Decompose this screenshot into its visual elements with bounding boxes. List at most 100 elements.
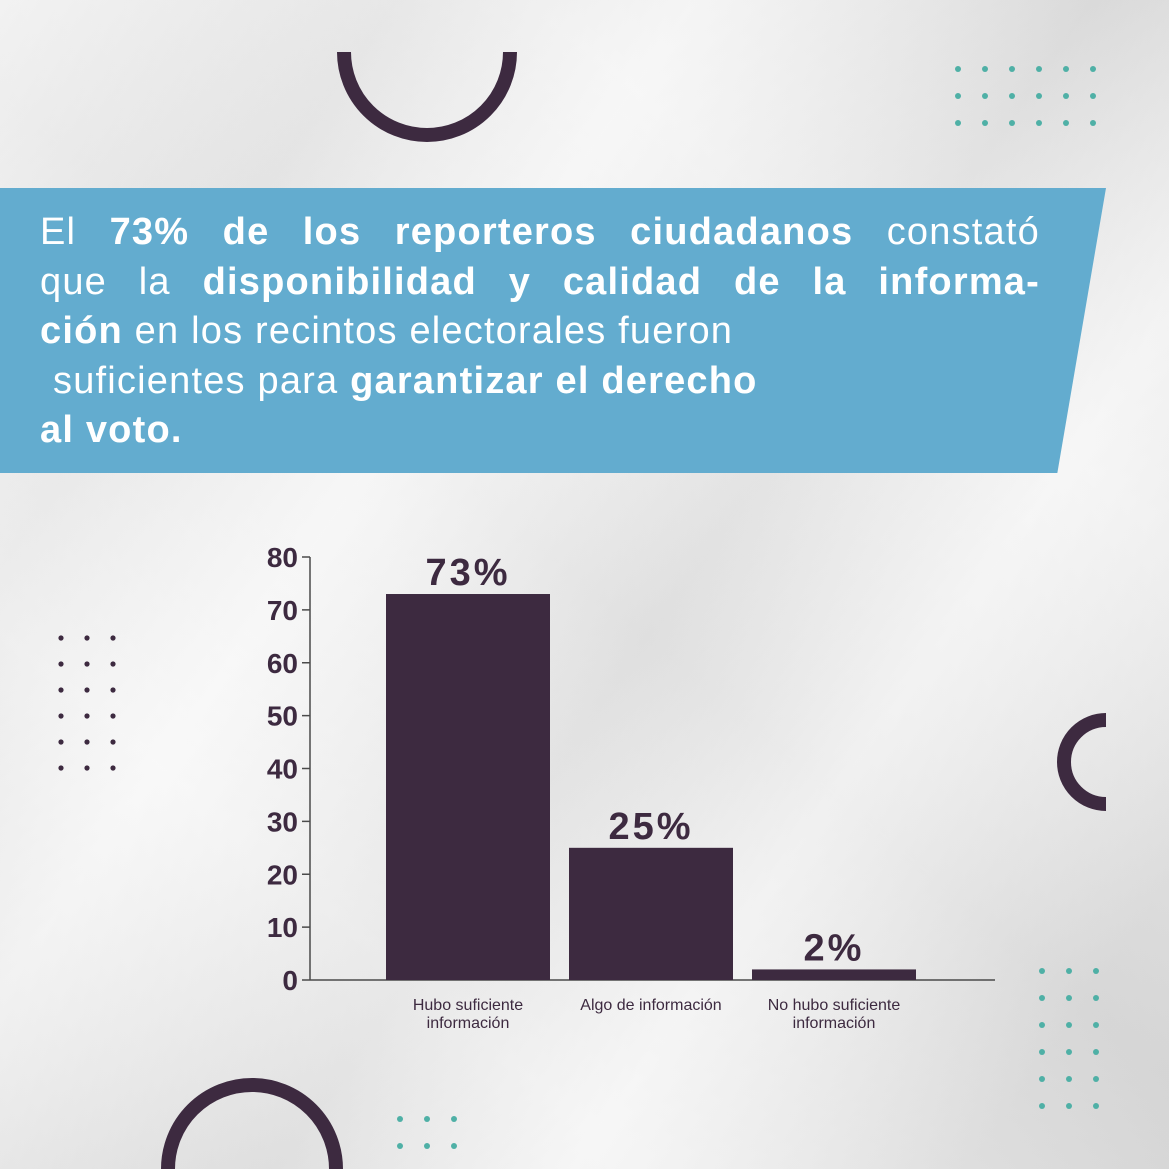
- right-semicircle: [1057, 713, 1107, 811]
- decor-dot: [84, 661, 90, 667]
- decor-dot: [397, 1143, 403, 1149]
- decor-dot: [1039, 995, 1045, 1001]
- decor-dot: [1039, 968, 1045, 974]
- y-tick-label: 60: [267, 648, 298, 679]
- decor-dot: [110, 687, 116, 693]
- decor-dot: [424, 1143, 430, 1149]
- decor-dot: [1036, 93, 1042, 99]
- decor-dot: [1036, 66, 1042, 72]
- decor-dot: [397, 1116, 403, 1122]
- decor-dot: [1066, 1049, 1072, 1055]
- decor-dot: [110, 713, 116, 719]
- decor-dot: [1066, 995, 1072, 1001]
- decor-dot: [955, 120, 961, 126]
- dot-grid-top-right: [955, 66, 1096, 126]
- decor-dot: [1039, 1103, 1045, 1109]
- x-tick-label-line: No hubo suficiente: [768, 997, 901, 1014]
- decor-dot: [1090, 93, 1096, 99]
- decor-dot: [84, 713, 90, 719]
- y-tick-label: 80: [267, 542, 298, 573]
- y-tick-label: 40: [267, 754, 298, 785]
- decor-dot: [1009, 120, 1015, 126]
- y-tick-label: 20: [267, 859, 298, 890]
- bar: [386, 594, 550, 980]
- decor-dot: [1093, 1049, 1099, 1055]
- decor-dot: [1039, 1022, 1045, 1028]
- decor-dot: [1066, 1103, 1072, 1109]
- bars: 73% 25% 2%: [386, 552, 916, 980]
- decor-dot: [451, 1116, 457, 1122]
- decor-dot: [1039, 1076, 1045, 1082]
- decor-dot: [982, 66, 988, 72]
- dot-grid-bottom: [397, 1116, 457, 1149]
- decor-dot: [1009, 66, 1015, 72]
- bar: [569, 847, 733, 980]
- x-tick-label-line: información: [793, 1015, 876, 1032]
- headline-banner: [0, 188, 1106, 473]
- decor-dot: [1063, 93, 1069, 99]
- y-axis: 0 10 20 30 40 50 60 70 80: [267, 542, 311, 996]
- y-tick-label: 0: [282, 965, 298, 996]
- x-tick-label: Hubo suficiente información: [413, 997, 523, 1032]
- headline-line-5: al voto.: [40, 409, 183, 451]
- decor-dot: [451, 1143, 457, 1149]
- y-tick-label: 30: [267, 806, 298, 837]
- bar: [752, 969, 916, 980]
- headline-line-2: que la disponibilidad y calidad de la in…: [40, 260, 1040, 303]
- headline-text: El 73% de los reporteros ciudadanos cons…: [40, 208, 1040, 456]
- bottom-semicircle: [161, 1078, 343, 1169]
- decor-dot: [84, 739, 90, 745]
- headline-line-1: El 73% de los reporteros ciudadanos cons…: [40, 211, 1040, 253]
- decor-dot: [1039, 1049, 1045, 1055]
- y-tick-label: 10: [267, 912, 298, 943]
- decor-dot: [58, 661, 64, 667]
- decor-dot: [110, 765, 116, 771]
- decor-dot: [110, 739, 116, 745]
- decor-dot: [1009, 93, 1015, 99]
- decor-dot: [1093, 968, 1099, 974]
- x-tick-label-line: Algo de información: [580, 997, 721, 1014]
- decor-dot: [58, 739, 64, 745]
- decor-dot: [58, 765, 64, 771]
- y-tick-label: 50: [267, 701, 298, 732]
- decor-dot: [1066, 968, 1072, 974]
- decor-dot: [1090, 66, 1096, 72]
- x-tick-label-line: información: [427, 1015, 510, 1032]
- decor-dot: [58, 687, 64, 693]
- decor-dot: [982, 93, 988, 99]
- dot-grid-bottom-right: [1039, 968, 1099, 1109]
- decor-dot: [424, 1116, 430, 1122]
- bar-value-label: 2%: [804, 927, 865, 969]
- decor-dot: [955, 66, 961, 72]
- decor-dot: [1093, 1076, 1099, 1082]
- bar-value-label: 73%: [425, 552, 510, 594]
- decor-dot: [84, 635, 90, 641]
- y-tick-label: 70: [267, 595, 298, 626]
- x-tick-label-line: Hubo suficiente: [413, 997, 523, 1014]
- headline-line-3: ción en los recintos electorales fueron: [40, 310, 734, 352]
- x-tick-label: No hubo suficiente información: [768, 997, 901, 1032]
- decor-dot: [955, 93, 961, 99]
- decor-dot: [1066, 1022, 1072, 1028]
- decor-dot: [1066, 1076, 1072, 1082]
- decor-dot: [1090, 120, 1096, 126]
- decor-dot: [1063, 66, 1069, 72]
- decor-dot: [1036, 120, 1042, 126]
- decor-dot: [110, 661, 116, 667]
- headline-line-4: suficientes para garantizar el derecho: [53, 359, 758, 402]
- dot-grid-left: [58, 635, 116, 771]
- decor-dot: [1093, 1103, 1099, 1109]
- decor-dot: [84, 687, 90, 693]
- decor-dot: [1093, 1022, 1099, 1028]
- decor-dot: [982, 120, 988, 126]
- decor-dot: [58, 713, 64, 719]
- decor-dot: [1063, 120, 1069, 126]
- decor-dot: [58, 635, 64, 641]
- x-tick-label: Algo de información: [580, 997, 721, 1014]
- bar-value-label: 25%: [608, 806, 693, 848]
- top-semicircle: [337, 51, 517, 142]
- decor-dot: [1093, 995, 1099, 1001]
- decor-dot: [110, 635, 116, 641]
